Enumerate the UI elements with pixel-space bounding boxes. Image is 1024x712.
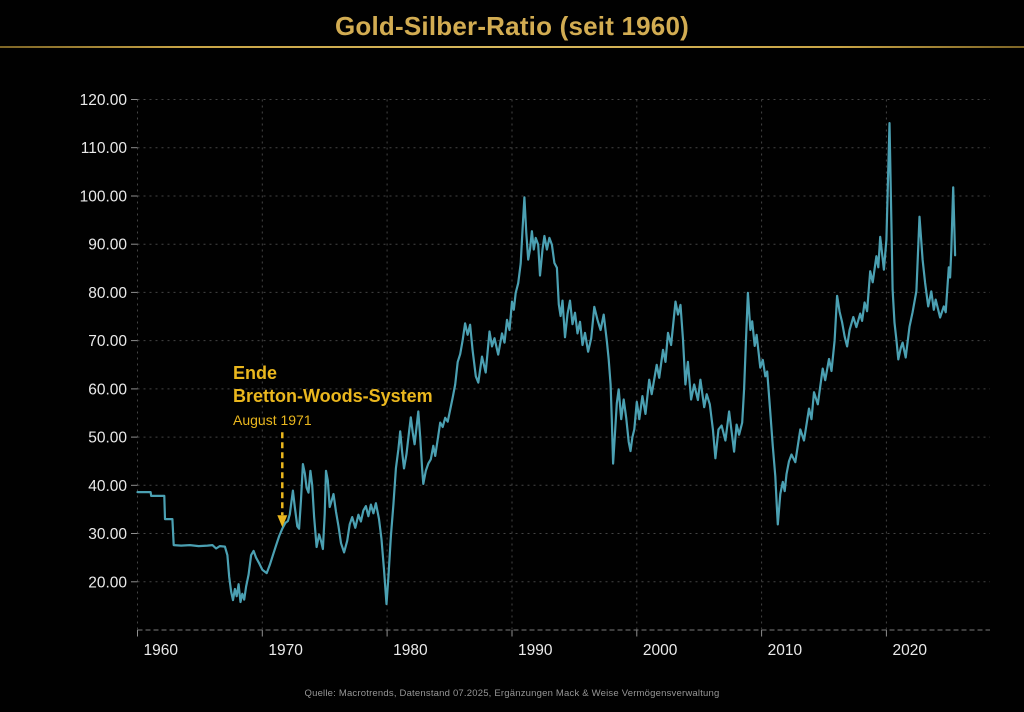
annotation-line2: Bretton-Woods-System (233, 386, 433, 406)
x-axis-label: 1990 (518, 642, 553, 659)
y-axis-label: 20.00 (88, 574, 127, 591)
y-axis-label: 30.00 (88, 526, 127, 543)
axis-labels: 20.00 30.00 40.00 50.00 60.00 70.00 80.00 90.00… (80, 92, 928, 659)
source-note: Quelle: Macrotrends, Datenstand 07.2025,… (304, 688, 720, 699)
ratio-line (136, 122, 957, 606)
y-axis-label: 70.00 (88, 333, 127, 350)
bretton-woods-annotation: Ende Bretton-Woods-System August 1971 (233, 362, 433, 429)
annotation-line1: Ende (233, 363, 278, 383)
y-axis-label: 50.00 (88, 430, 127, 447)
x-axis-label: 2020 (892, 642, 927, 659)
page-title: Gold-Silber-Ratio (seit 1960) (335, 11, 689, 41)
x-axis-label: 1960 (144, 642, 179, 659)
y-axis-label: 90.00 (88, 237, 127, 254)
y-axis-label: 100.00 (80, 189, 128, 206)
x-axis-label: 1970 (268, 642, 303, 659)
x-axis-label: 1980 (393, 642, 428, 659)
y-axis-label: 80.00 (88, 285, 127, 302)
axis-layer (131, 99, 990, 637)
x-axis-label: 2010 (768, 642, 803, 659)
gold-silver-ratio-series (136, 122, 957, 606)
y-axis-label: 40.00 (88, 478, 127, 495)
title-bar: Gold-Silber-Ratio (seit 1960) (0, 0, 1024, 46)
x-axis-label: 2000 (643, 642, 678, 659)
y-axis-label: 60.00 (88, 381, 127, 398)
arrow-head (277, 515, 288, 528)
y-axis-label: 110.00 (81, 140, 128, 157)
y-axis-label: 120.00 (80, 92, 128, 109)
annotation-arrow (277, 432, 288, 528)
annotation-date: August 1971 (233, 412, 312, 428)
title-divider (0, 46, 1024, 48)
